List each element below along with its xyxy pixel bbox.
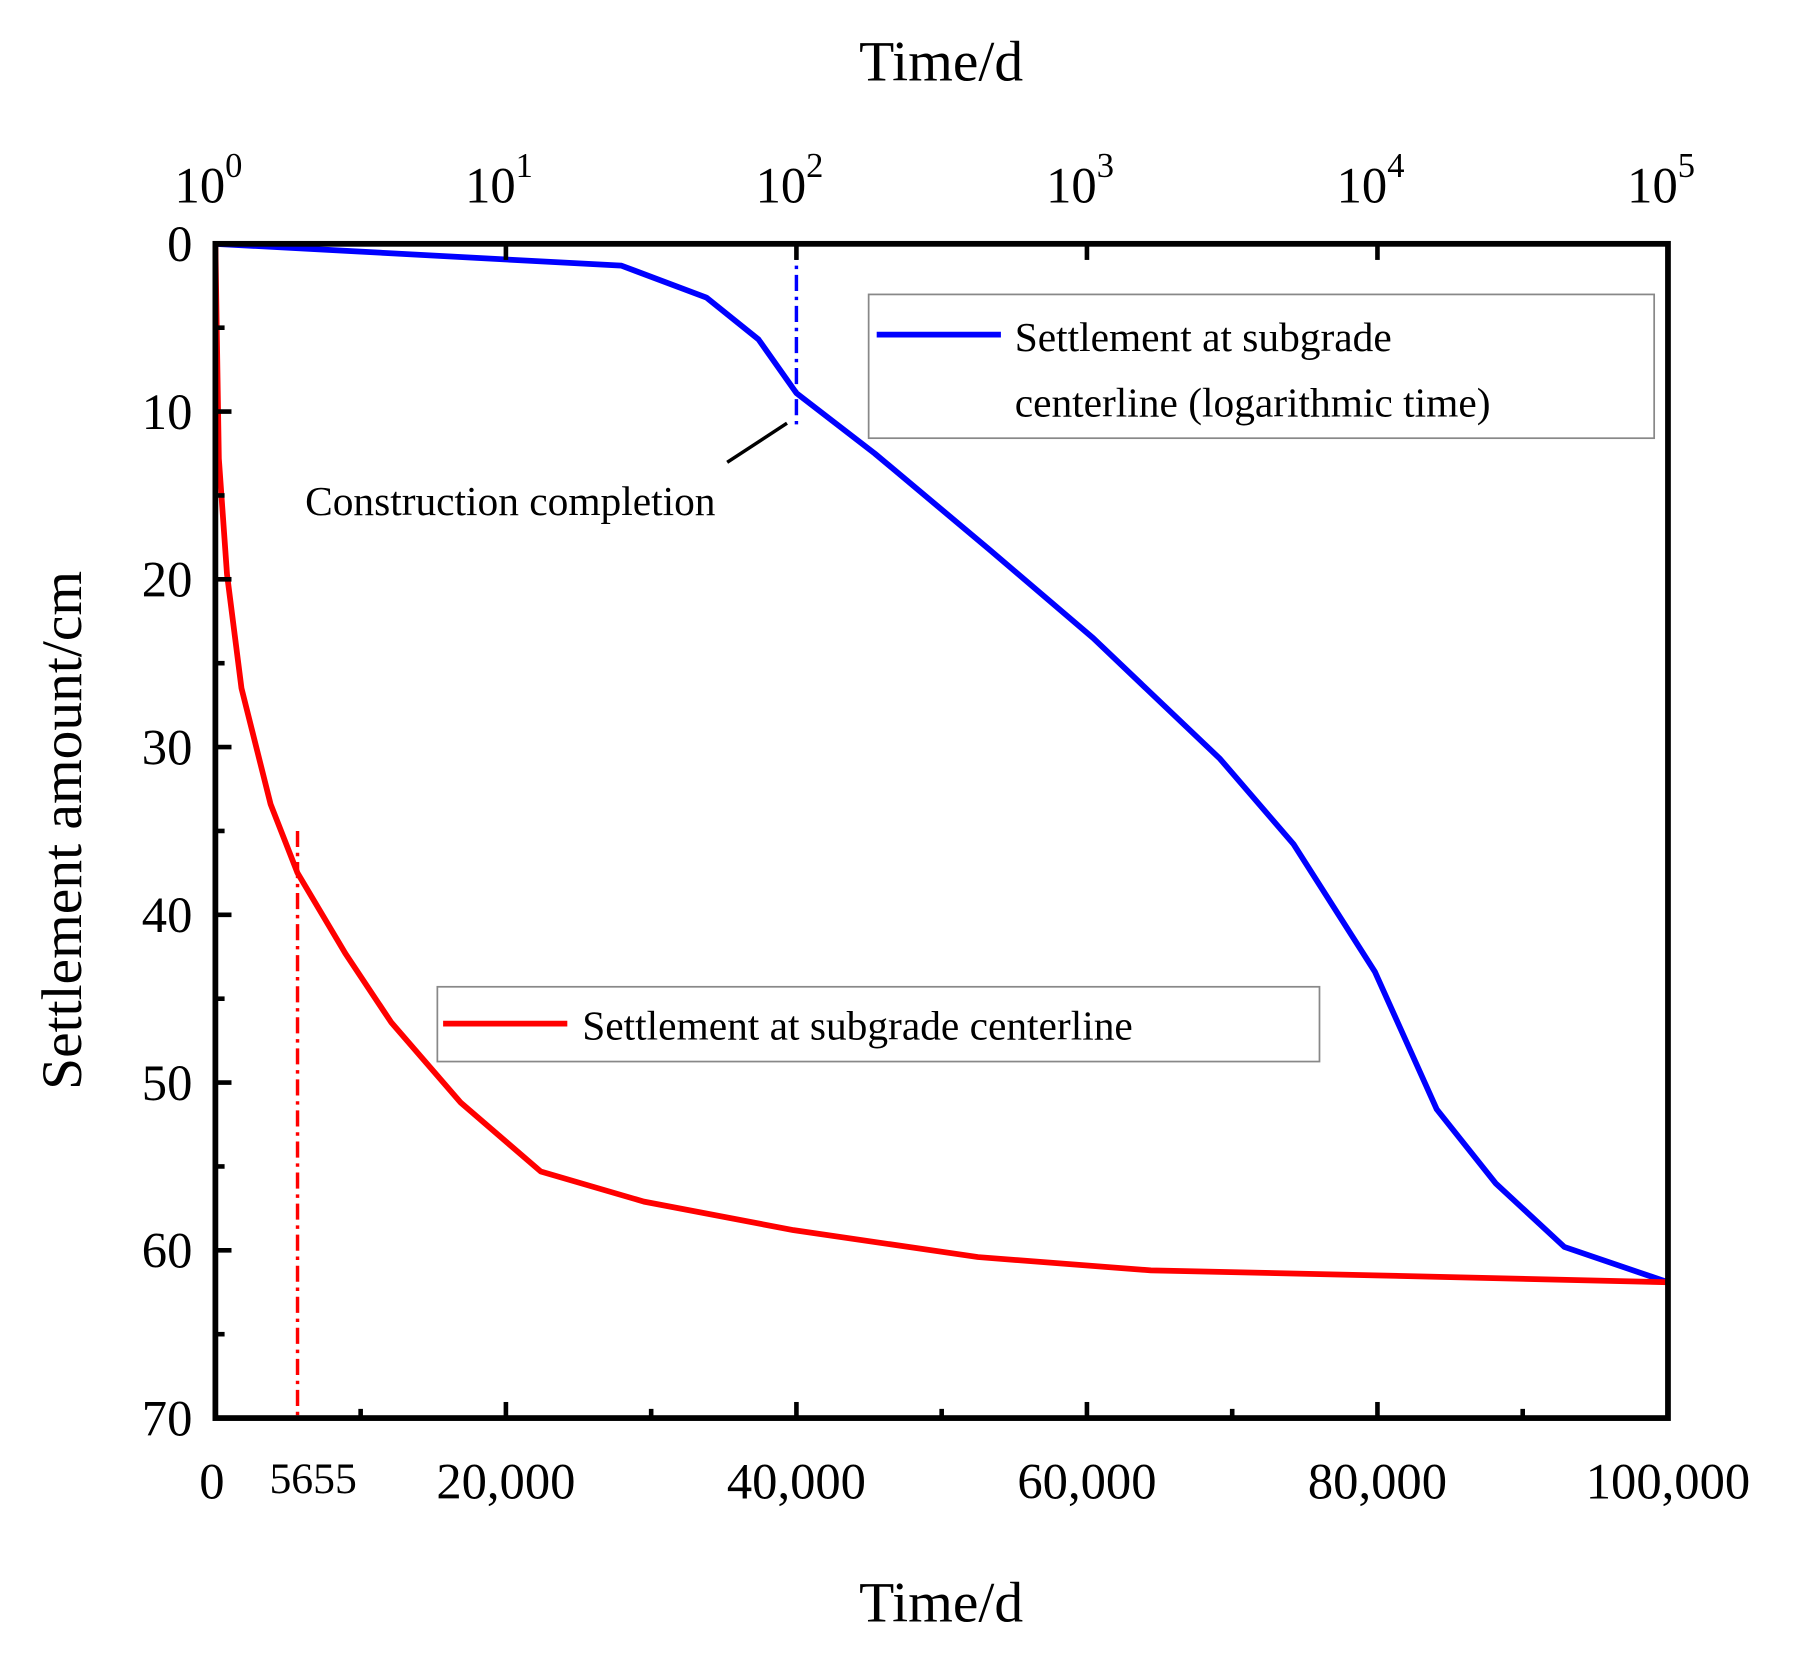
top-tick-label: 102 — [756, 147, 824, 213]
top-tick-label: 103 — [1046, 147, 1114, 213]
bottom-axis-title: Time/d — [859, 1572, 1023, 1635]
bottom-tick-label: 0 — [199, 1454, 224, 1510]
top-tick-label: 104 — [1337, 147, 1405, 213]
legend-red: Settlement at subgrade centerline — [436, 985, 1321, 1063]
legend-blue-label-2: centerline (logarithmic time) — [1015, 379, 1491, 426]
y-tick-label: 0 — [167, 216, 192, 272]
bottom-tick-label: 60,000 — [1017, 1454, 1156, 1510]
y-tick-label: 70 — [142, 1390, 193, 1446]
y-tick-label: 40 — [142, 887, 193, 943]
y-tick-label: 60 — [142, 1223, 193, 1279]
y-axis-title: Settlement amount/cm — [31, 571, 94, 1090]
y-tick-label: 50 — [142, 1055, 193, 1111]
top-axis-title: Time/d — [859, 31, 1023, 94]
bottom-tick-label: 80,000 — [1308, 1454, 1447, 1510]
series-line-0 — [215, 240, 1669, 1285]
annotation-construction-completion: Construction completion — [305, 478, 716, 524]
y-tick-label: 30 — [142, 719, 193, 775]
y-tick-label: 20 — [142, 552, 193, 608]
bottom-tick-label: 20,000 — [436, 1454, 575, 1510]
legend-blue-label-1: Settlement at subgrade — [1015, 314, 1392, 360]
series-line-1 — [212, 243, 1669, 1286]
top-tick-label: 100 — [175, 147, 243, 213]
top-tick-label: 101 — [465, 147, 533, 213]
bottom-tick-label: 40,000 — [727, 1454, 866, 1510]
top-tick-label: 105 — [1627, 147, 1695, 213]
bottom-tick-label: 100,000 — [1586, 1454, 1750, 1510]
legend-red-label: Settlement at subgrade centerline — [582, 1003, 1133, 1049]
x-extra-label-5655: 5655 — [269, 1455, 356, 1503]
legend-blue: Settlement at subgrade centerline (logar… — [867, 293, 1656, 440]
y-tick-label: 10 — [142, 384, 193, 440]
annotation-leader-line — [726, 421, 788, 464]
